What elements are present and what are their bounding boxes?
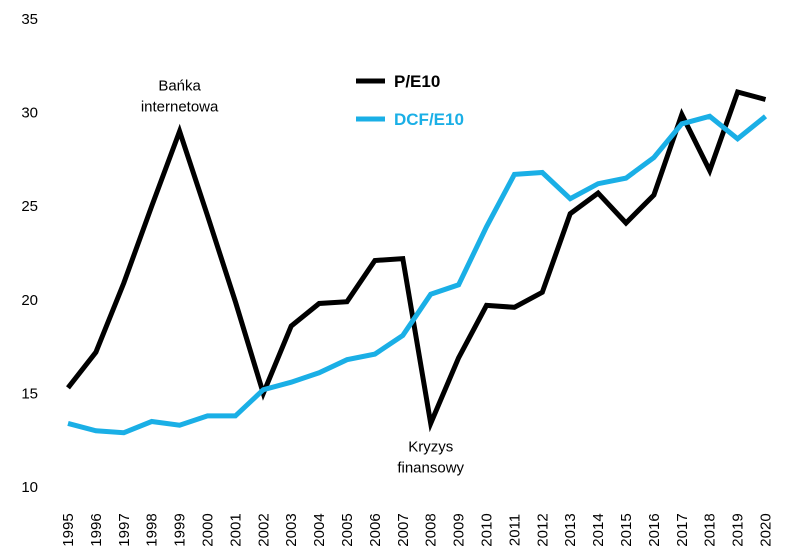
x-tick-label: 2005 xyxy=(339,513,356,546)
annotation-text: Kryzys xyxy=(408,438,453,455)
x-tick-label: 2009 xyxy=(451,513,468,546)
x-tick-label: 2000 xyxy=(200,513,217,546)
legend-label: P/E10 xyxy=(394,72,440,91)
data-point xyxy=(651,192,656,197)
data-point xyxy=(400,333,405,338)
data-point xyxy=(121,430,126,435)
data-point xyxy=(149,204,154,209)
annotation-text: internetowa xyxy=(141,98,219,115)
x-tick-label: 2002 xyxy=(255,513,272,546)
x-tick-label: 2003 xyxy=(283,513,300,546)
data-point xyxy=(289,380,294,385)
data-point xyxy=(205,213,210,218)
data-point xyxy=(428,292,433,297)
data-point xyxy=(456,282,461,287)
data-point xyxy=(651,155,656,160)
data-point xyxy=(177,423,182,428)
data-point xyxy=(233,413,238,418)
x-tick-label: 2017 xyxy=(674,513,691,546)
legend: P/E10 DCF/E10 xyxy=(356,72,464,129)
x-tick-label: 2007 xyxy=(395,513,412,546)
x-tick-label: 2020 xyxy=(758,513,775,546)
x-tick-label: 1999 xyxy=(172,513,189,546)
data-point xyxy=(679,112,684,117)
data-point xyxy=(540,170,545,175)
x-tick-label: 1998 xyxy=(144,513,161,546)
data-point xyxy=(596,181,601,186)
y-tick-label: 35 xyxy=(21,11,38,28)
series-line-dcf-e10 xyxy=(67,113,768,436)
x-tick-label: 2016 xyxy=(646,513,663,546)
y-tick-label: 25 xyxy=(21,198,38,215)
x-tick-label: 1996 xyxy=(88,513,105,546)
x-tick-label: 2014 xyxy=(590,513,607,546)
data-point xyxy=(484,224,489,229)
data-point xyxy=(568,196,573,201)
x-tick-label: 2011 xyxy=(506,514,523,546)
series-line-p-e10 xyxy=(66,88,767,433)
x-tick-label: 2008 xyxy=(423,513,440,546)
data-point xyxy=(679,121,684,126)
data-point xyxy=(735,136,740,141)
x-tick-label: 2018 xyxy=(702,513,719,546)
data-point xyxy=(707,114,712,119)
series-layer xyxy=(66,88,768,436)
legend-label: DCF/E10 xyxy=(394,110,464,129)
data-point xyxy=(345,357,350,362)
data-point xyxy=(568,211,573,216)
data-point xyxy=(289,324,294,329)
y-tick-label: 15 xyxy=(21,385,38,402)
data-point xyxy=(512,305,517,310)
x-tick-label: 2012 xyxy=(534,513,551,546)
data-point xyxy=(372,258,377,263)
data-point xyxy=(93,428,98,433)
data-point xyxy=(93,350,98,355)
annotation-text: Bańka xyxy=(158,77,201,94)
annotations: Bańka internetowa Kryzys finansowy xyxy=(141,77,465,476)
annotation-text: finansowy xyxy=(397,459,464,476)
y-tick-label: 20 xyxy=(21,292,38,309)
data-point xyxy=(624,221,629,226)
y-axis: 10 15 20 25 30 35 xyxy=(21,11,38,496)
x-tick-label: 1995 xyxy=(60,513,77,546)
data-point xyxy=(372,352,377,357)
data-point xyxy=(763,114,768,119)
data-point xyxy=(149,419,154,424)
x-tick-label: 2015 xyxy=(618,513,635,546)
data-point xyxy=(261,387,266,392)
x-axis: 1995 1996 1997 1998 1999 2000 2001 2002 2003 2004… xyxy=(60,513,775,546)
data-point xyxy=(317,301,322,306)
data-point xyxy=(484,303,489,308)
y-tick-label: 30 xyxy=(21,105,38,122)
data-point xyxy=(400,256,405,261)
data-point xyxy=(540,290,545,295)
data-point xyxy=(345,299,350,304)
data-point xyxy=(707,168,712,173)
data-point xyxy=(428,421,433,426)
x-tick-label: 2004 xyxy=(311,513,328,546)
x-tick-label: 2001 xyxy=(227,513,244,546)
x-tick-label: 2013 xyxy=(562,513,579,546)
data-point xyxy=(512,172,517,177)
data-point xyxy=(596,191,601,196)
x-tick-label: 2010 xyxy=(479,513,496,546)
data-point xyxy=(735,90,740,95)
data-point xyxy=(763,97,768,102)
x-tick-label: 1997 xyxy=(116,513,133,546)
y-tick-label: 10 xyxy=(21,479,38,496)
data-point xyxy=(66,421,71,426)
data-point xyxy=(624,176,629,181)
data-point xyxy=(66,385,71,390)
data-point xyxy=(233,299,238,304)
data-point xyxy=(205,413,210,418)
data-point xyxy=(121,280,126,285)
data-point xyxy=(317,370,322,375)
x-tick-label: 2006 xyxy=(367,513,384,546)
x-tick-label: 2019 xyxy=(730,513,747,546)
data-point xyxy=(456,355,461,360)
data-point xyxy=(177,129,182,134)
